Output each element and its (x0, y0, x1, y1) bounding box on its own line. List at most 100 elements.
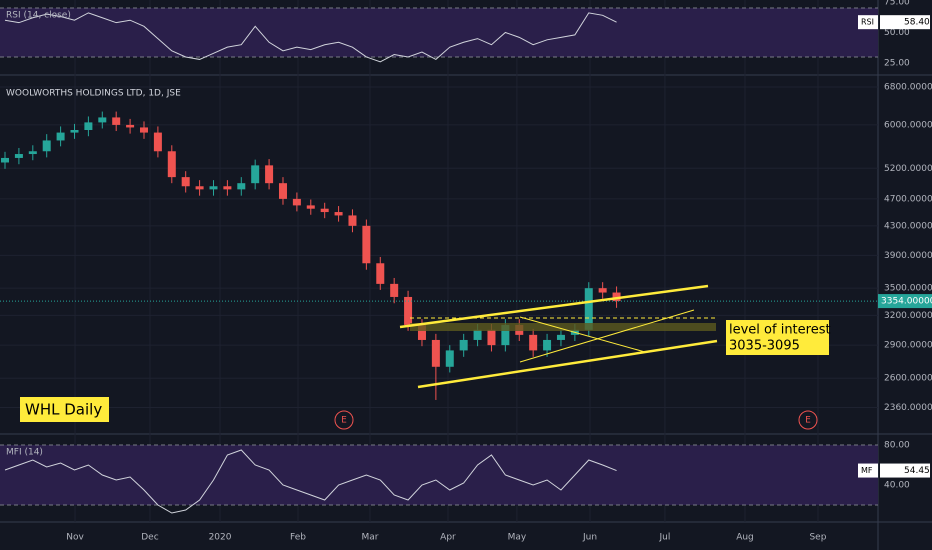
candle-body (584, 288, 593, 330)
tag-label: MF (861, 466, 873, 475)
x-tick-label: Feb (290, 533, 306, 543)
x-tick-label: 2020 (209, 533, 232, 543)
candle-body (181, 177, 190, 187)
candle-body (98, 117, 107, 123)
candle-body (56, 132, 65, 141)
candle-body (417, 324, 426, 340)
indicator-line (4, 12, 617, 63)
value-tag (880, 463, 930, 478)
candle-body (362, 225, 371, 264)
upper-channel (399, 284, 709, 329)
candle-body (42, 140, 51, 152)
annotation: 3035-3095 (729, 339, 800, 354)
candle-body (334, 212, 343, 216)
tag-label: RSI (861, 18, 874, 27)
drawings (399, 284, 718, 389)
candle-body (487, 329, 496, 346)
symbol-title: WOOLWORTHS HOLDINGS LTD, 1D, JSE (6, 89, 181, 99)
triangle-line (519, 316, 646, 353)
y-tick-label: 75.00 (884, 0, 910, 7)
x-tick-label: Sep (809, 533, 826, 543)
x-tick-label: May (508, 533, 527, 543)
candle-body (209, 186, 218, 190)
candle-body (84, 122, 93, 131)
y-tick-label: 4300.00000 (884, 221, 932, 231)
candle-body (70, 130, 79, 133)
candle-body (348, 215, 357, 226)
candle-body (556, 334, 565, 340)
candle-body (543, 339, 552, 351)
x-tick-label: Aug (736, 533, 754, 543)
y-tick-label: 2900.00000 (884, 341, 932, 351)
y-tick-label: 40.00 (884, 481, 910, 491)
candle-body (139, 127, 148, 133)
y-tick-label: 2360.00000 (884, 403, 932, 413)
triangle-line (519, 309, 695, 363)
earnings-marker[interactable] (334, 410, 354, 430)
x-tick-label: Mar (361, 533, 378, 543)
candle-body (306, 205, 315, 209)
candle-body (459, 339, 468, 351)
y-tick-label: 4700.00000 (884, 194, 932, 204)
rsi-title: RSI (14, close) (6, 11, 71, 21)
candle-body (112, 117, 121, 125)
y-tick-label: 25.00 (884, 59, 910, 69)
annotation: level of interest (729, 323, 831, 338)
candle-body (278, 183, 287, 199)
candle-body (445, 350, 454, 367)
candle-body (14, 154, 23, 158)
band (0, 7, 878, 57)
lower-channel (417, 339, 718, 389)
candle-body (237, 183, 246, 190)
candle-body (292, 198, 301, 206)
indicator-line (4, 449, 617, 514)
candle-body (431, 339, 440, 367)
zone (410, 323, 716, 331)
candle-body (223, 186, 232, 190)
tag (858, 15, 878, 30)
label-box (20, 397, 109, 422)
y-tick-label: 6000.00000 (884, 120, 932, 130)
price-tag-label: 3354.00000 (881, 297, 932, 307)
x-tick-label: Nov (66, 533, 84, 543)
mfi-title: MFI (14) (6, 448, 43, 458)
price-tag (878, 294, 932, 309)
candle-body (251, 165, 260, 184)
label: WHL Daily (25, 401, 102, 419)
value-tag-label: 58.40 (904, 18, 930, 28)
band (0, 445, 878, 505)
x-tick-label: Jun (582, 533, 597, 543)
y-tick-label: 5200.00000 (884, 164, 932, 174)
x-tick-label: Jul (658, 533, 670, 543)
candle-body (167, 151, 176, 178)
candle-body (376, 263, 385, 284)
candle-body (195, 186, 204, 190)
candle-body (28, 151, 37, 155)
y-tick-label: 3200.00000 (884, 311, 932, 321)
earnings-marker[interactable] (798, 410, 818, 430)
y-tick-label: 2600.00000 (884, 374, 932, 384)
candle-body (265, 165, 274, 184)
candle-body (404, 296, 413, 325)
earnings-label[interactable]: E (805, 416, 811, 426)
candle-body (598, 288, 607, 293)
y-tick-label: 3900.00000 (884, 251, 932, 261)
candle-body (529, 334, 538, 351)
value-tag-label: 54.45 (904, 466, 930, 476)
y-tick-label: 50.00 (884, 28, 910, 38)
x-tick-label: Dec (141, 533, 158, 543)
y-tick-label: 3500.00000 (884, 284, 932, 294)
y-tick-label: 80.00 (884, 441, 910, 451)
x-tick-label: Apr (440, 533, 456, 543)
y-tick-label: 6800.00000 (884, 82, 932, 92)
annotation-box (726, 320, 829, 355)
candle-body (153, 132, 162, 152)
candle-body (320, 208, 329, 213)
value-tag (880, 15, 930, 30)
candle-body (1, 157, 10, 163)
candle-body (612, 292, 621, 302)
candle-body (390, 283, 399, 297)
earnings-label[interactable]: E (341, 416, 347, 426)
tag (858, 463, 878, 478)
